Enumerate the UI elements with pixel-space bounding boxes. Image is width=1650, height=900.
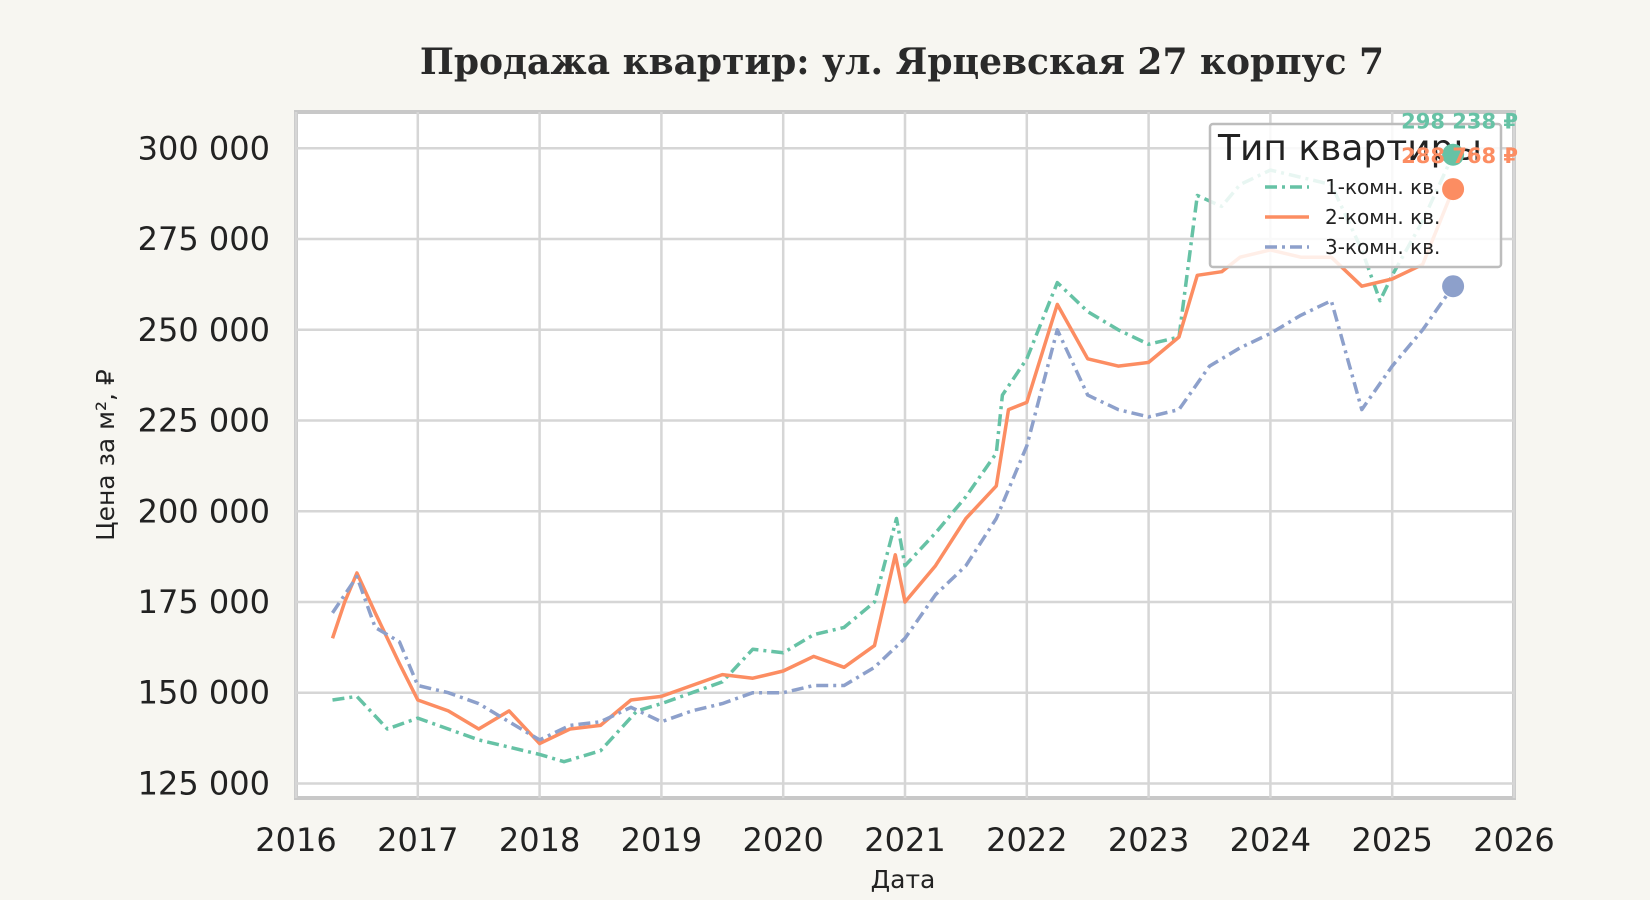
x-axis-label: Дата xyxy=(871,865,936,894)
x-tick-label: 2025 xyxy=(1351,821,1432,859)
end-marker xyxy=(1442,143,1465,166)
x-tick-label: 2019 xyxy=(621,821,702,859)
end-value-label: 298 238 ₽ xyxy=(1401,110,1518,134)
y-tick-label: 175 000 xyxy=(138,583,270,621)
end-marker xyxy=(1442,275,1465,298)
legend-item-label: 2-комн. кв. xyxy=(1325,205,1440,229)
y-tick-label: 250 000 xyxy=(138,311,270,349)
x-tick-label: 2023 xyxy=(1108,821,1189,859)
y-axis-label: Цена за м², ₽ xyxy=(91,369,120,541)
x-tick-label: 2024 xyxy=(1230,821,1311,859)
x-tick-label: 2021 xyxy=(864,821,945,859)
legend-box xyxy=(1208,122,1503,269)
legend-item-label: 3-комн. кв. xyxy=(1325,235,1440,259)
y-tick-label: 200 000 xyxy=(138,492,270,530)
x-tick-label: 2026 xyxy=(1473,821,1554,859)
x-tick-label: 2022 xyxy=(986,821,1067,859)
x-tick-label: 2017 xyxy=(377,821,458,859)
y-tick-label: 150 000 xyxy=(138,674,270,712)
end-value-label: 288 768 ₽ xyxy=(1401,144,1518,168)
y-tick-label: 300 000 xyxy=(138,129,270,167)
chart-title: Продажа квартир: ул. Ярцевская 27 корпус… xyxy=(420,41,1384,83)
x-tick-label: 2016 xyxy=(255,821,336,859)
legend: Тип квартиры 1-комн. кв. 2-комн. кв. 3-ком… xyxy=(1208,122,1503,269)
series-line-3 xyxy=(331,285,1455,742)
y-tick-label: 275 000 xyxy=(138,220,270,258)
y-tick-label: 225 000 xyxy=(138,402,270,440)
x-tick-label: 2018 xyxy=(499,821,580,859)
end-markers: 298 238 ₽ 288 768 ₽ xyxy=(1401,110,1518,298)
ticks: 2016 2017 2018 2019 2020 2021 2022 2023 2024 2025… xyxy=(138,129,1555,859)
y-tick-label: 125 000 xyxy=(138,764,270,802)
x-tick-label: 2020 xyxy=(742,821,823,859)
legend-title: Тип квартиры xyxy=(1217,128,1482,169)
end-marker xyxy=(1442,178,1465,201)
legend-item-label: 1-комн. кв. xyxy=(1325,175,1440,199)
